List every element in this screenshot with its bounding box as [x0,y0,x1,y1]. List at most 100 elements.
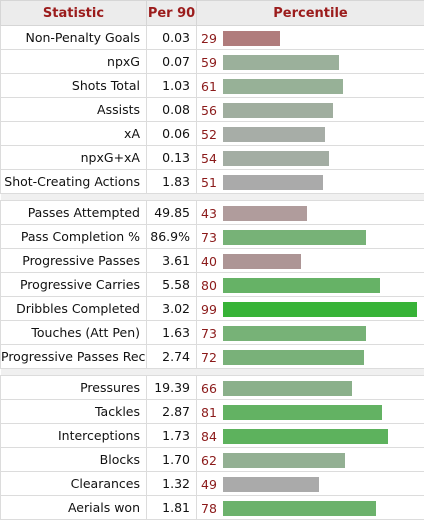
percentile-cell: 62 [197,448,424,472]
percentile-bar [223,55,339,70]
stat-name: Shot-Creating Actions [1,170,147,194]
stat-name: Non-Penalty Goals [1,26,147,50]
column-header-percentile[interactable]: Percentile [197,1,424,26]
per90-value: 0.13 [147,146,197,170]
per90-value: 0.03 [147,26,197,50]
percentile-bar [223,151,329,166]
per90-value: 3.61 [147,249,197,273]
percentile-bar [223,127,325,142]
percentile-cell: 81 [197,400,424,424]
percentile-value: 54 [201,151,223,166]
percentile-value: 51 [201,175,223,190]
column-header-statistic[interactable]: Statistic [1,1,147,26]
percentile-cell: 66 [197,376,424,400]
stat-name: Progressive Passes [1,249,147,273]
percentile-cell: 78 [197,496,424,520]
per90-value: 2.74 [147,345,197,369]
percentile-bar-track [223,55,419,70]
percentile-bar-track [223,79,419,94]
percentile-cell: 54 [197,146,424,170]
percentile-bar [223,254,301,269]
stat-name: npxG [1,50,147,74]
percentile-bar-track [223,429,419,444]
table-row: Pass Completion %86.9%73 [1,225,424,249]
stat-name: Progressive Carries [1,273,147,297]
percentile-bar-track [223,302,419,317]
stat-name: Blocks [1,448,147,472]
percentile-value: 99 [201,302,223,317]
separator-cell [1,369,424,376]
percentile-cell: 43 [197,201,424,225]
percentile-cell: 51 [197,170,424,194]
stat-name: Assists [1,98,147,122]
per90-value: 0.08 [147,98,197,122]
percentile-value: 81 [201,405,223,420]
percentile-bar-track [223,151,419,166]
percentile-bar [223,79,343,94]
per90-value: 19.39 [147,376,197,400]
percentile-value: 52 [201,127,223,142]
percentile-cell: 61 [197,74,424,98]
stat-name: npxG+xA [1,146,147,170]
percentile-bar-track [223,175,419,190]
percentile-bar-track [223,127,419,142]
percentile-cell: 56 [197,98,424,122]
percentile-value: 66 [201,381,223,396]
percentile-value: 56 [201,103,223,118]
separator-cell [1,194,424,201]
percentile-bar [223,278,380,293]
stat-name: Touches (Att Pen) [1,321,147,345]
per90-value: 1.63 [147,321,197,345]
percentile-value: 62 [201,453,223,468]
percentile-cell: 73 [197,225,424,249]
per90-value: 1.32 [147,472,197,496]
percentile-value: 59 [201,55,223,70]
percentile-bar-track [223,477,419,492]
percentile-bar-track [223,230,419,245]
percentile-value: 84 [201,429,223,444]
stat-name: Passes Attempted [1,201,147,225]
stat-name: Tackles [1,400,147,424]
per90-value: 0.06 [147,122,197,146]
percentile-bar [223,381,352,396]
percentile-cell: 52 [197,122,424,146]
per90-value: 49.85 [147,201,197,225]
percentile-value: 43 [201,206,223,221]
percentile-cell: 99 [197,297,424,321]
group-separator [1,194,424,201]
stat-name: Dribbles Completed [1,297,147,321]
percentile-bar-track [223,278,419,293]
percentile-value: 78 [201,501,223,516]
percentile-value: 80 [201,278,223,293]
per90-value: 5.58 [147,273,197,297]
group-separator [1,369,424,376]
percentile-value: 49 [201,477,223,492]
percentile-bar-track [223,206,419,221]
percentile-bar-track [223,103,419,118]
percentile-cell: 59 [197,50,424,74]
stat-name: Aerials won [1,496,147,520]
header-row: Statistic Per 90 Percentile [1,1,424,26]
column-header-per90[interactable]: Per 90 [147,1,197,26]
percentile-bar [223,302,417,317]
percentile-cell: 73 [197,321,424,345]
stat-name: Pass Completion % [1,225,147,249]
percentile-bar [223,501,376,516]
percentile-value: 61 [201,79,223,94]
percentile-cell: 40 [197,249,424,273]
percentile-bar [223,103,333,118]
